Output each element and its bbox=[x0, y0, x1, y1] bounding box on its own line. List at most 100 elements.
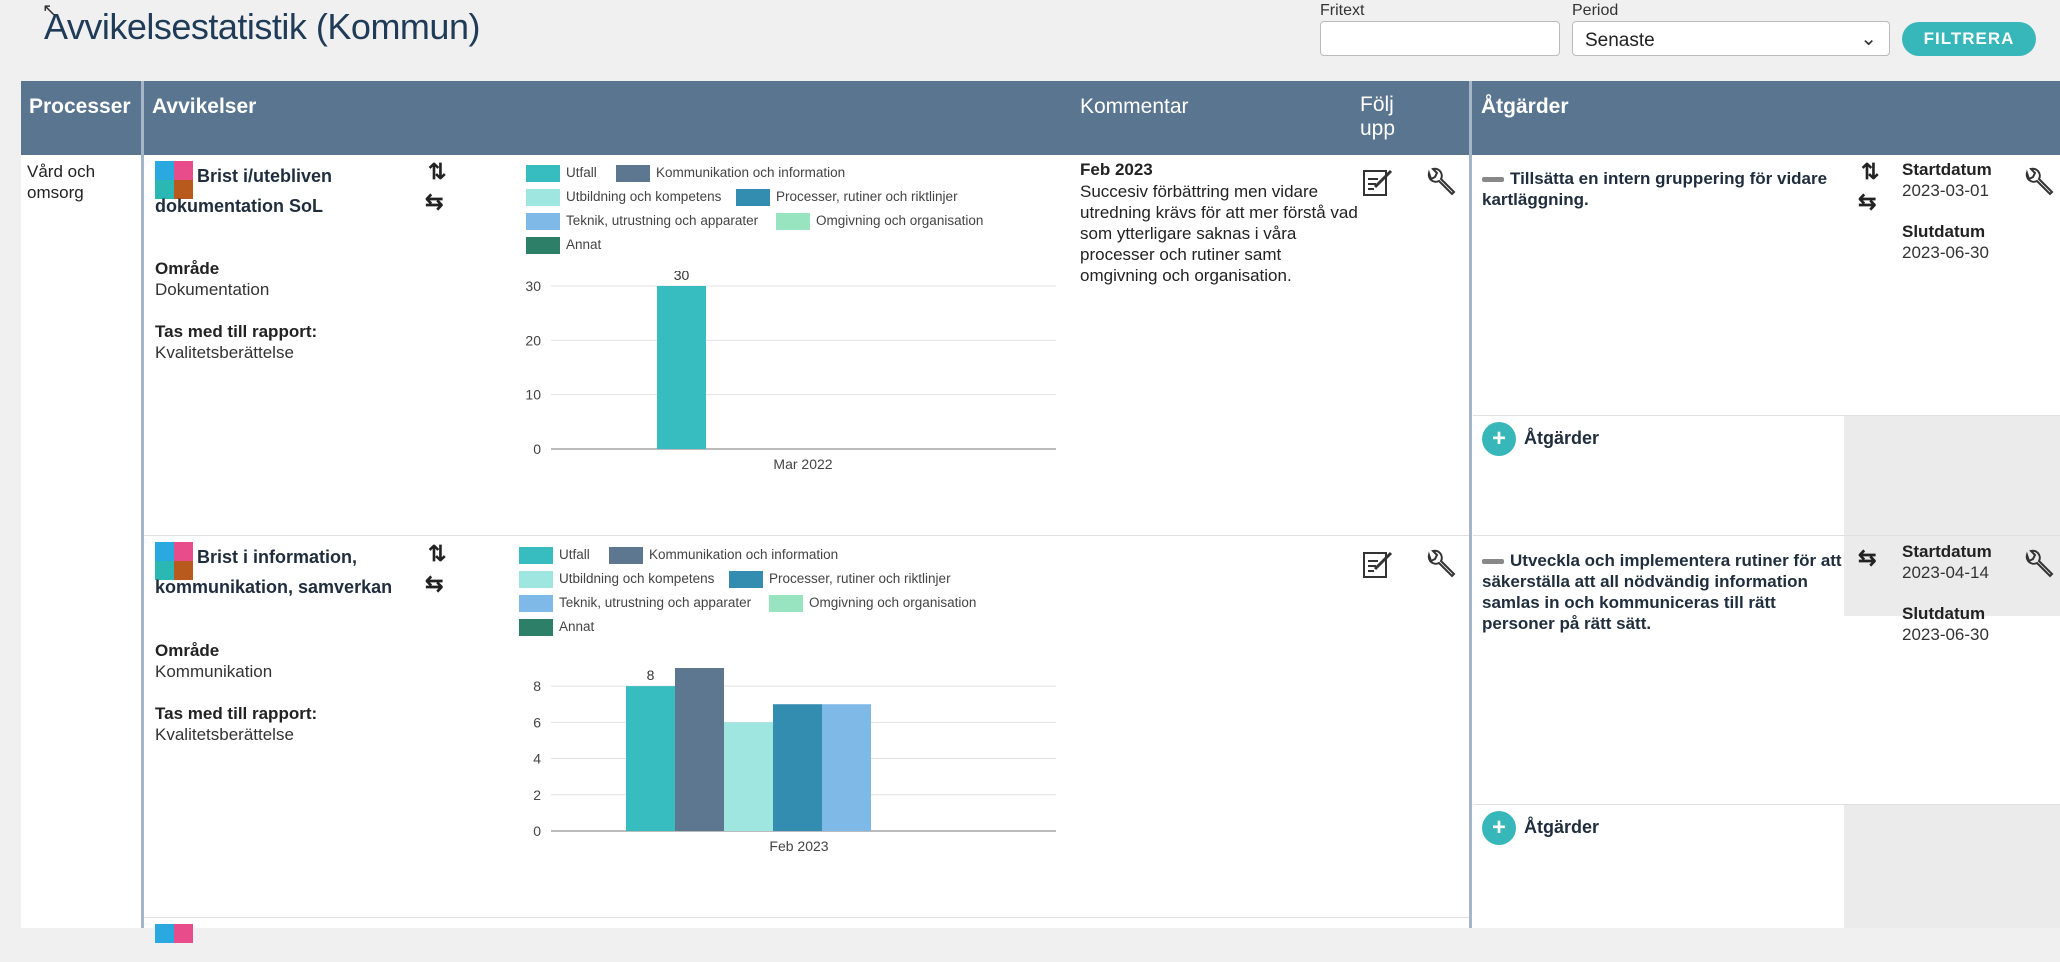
add-atgard-button[interactable]: + Åtgärder bbox=[1482, 422, 1599, 456]
y-tick-label: 8 bbox=[533, 678, 541, 694]
start-date-value: 2023-03-01 bbox=[1902, 181, 1989, 200]
bar bbox=[822, 704, 871, 831]
data-label: 8 bbox=[647, 667, 655, 683]
swap-horizontal-icon[interactable]: ⇆ bbox=[425, 571, 444, 596]
empty-cell bbox=[1844, 416, 2060, 616]
y-tick-label: 20 bbox=[525, 332, 541, 348]
row-divider bbox=[1473, 535, 2060, 536]
minus-icon bbox=[1482, 177, 1504, 183]
bar bbox=[724, 722, 773, 831]
empty-cell bbox=[1844, 805, 2060, 928]
legend-swatch bbox=[736, 189, 770, 206]
legend-swatch bbox=[769, 595, 803, 612]
deviation-table: Processer Avvikelser Kommentar Följ upp … bbox=[21, 81, 2060, 943]
comment-date: Feb 2023 bbox=[1080, 160, 1153, 179]
swap-horizontal-icon[interactable]: ⇆ bbox=[1858, 545, 1877, 570]
fritext-input[interactable] bbox=[1320, 21, 1560, 56]
legend-item[interactable]: Processer, rutiner och riktlinjer bbox=[736, 189, 958, 206]
sort-up-down-icon[interactable]: ⇅ bbox=[1861, 159, 1880, 184]
end-date-label: Slutdatum bbox=[1902, 604, 1986, 623]
legend-label: Utfall bbox=[566, 165, 597, 181]
chart-legend: Utfall Kommunikation och information Utbil… bbox=[519, 547, 1039, 647]
report-value: Kvalitetsberättelse bbox=[155, 343, 294, 362]
end-date-label: Slutdatum bbox=[1902, 222, 1986, 241]
add-atgard-button[interactable]: + Åtgärder bbox=[1482, 811, 1599, 845]
legend-swatch bbox=[616, 165, 650, 182]
legend-item[interactable]: Processer, rutiner och riktlinjer bbox=[729, 571, 951, 588]
deviation-title[interactable]: Brist i/utebliven dokumentation SoL bbox=[155, 166, 333, 216]
start-date-value: 2023-04-14 bbox=[1902, 563, 1989, 582]
legend-item[interactable]: Annat bbox=[519, 619, 594, 636]
legend-label: Teknik, utrustning och apparater bbox=[559, 595, 752, 611]
header-kommentar: Kommentar bbox=[1072, 81, 1352, 155]
report-label: Tas med till rapport: bbox=[155, 322, 318, 341]
legend-label: Utbildning och kompetens bbox=[559, 571, 715, 587]
atgard-title[interactable]: Tillsätta en intern gruppering för vidar… bbox=[1482, 168, 1850, 210]
header-avvikelser: Avvikelser bbox=[144, 81, 1094, 155]
y-tick-label: 30 bbox=[525, 278, 541, 294]
legend-swatch bbox=[519, 619, 553, 636]
area-label: Område bbox=[155, 259, 220, 278]
legend-item[interactable]: Utbildning och kompetens bbox=[519, 571, 714, 588]
legend-swatch bbox=[519, 571, 553, 588]
plus-icon: + bbox=[1482, 422, 1516, 456]
legend-label: Kommunikation och information bbox=[649, 547, 839, 563]
y-tick-label: 6 bbox=[533, 714, 541, 730]
legend-item[interactable]: Kommunikation och information bbox=[616, 165, 845, 182]
edit-note-icon[interactable] bbox=[1361, 165, 1395, 199]
legend-item[interactable]: Annat bbox=[526, 237, 601, 254]
bar bbox=[675, 668, 724, 831]
app-logo-icon bbox=[155, 542, 193, 580]
wrench-icon[interactable] bbox=[2021, 165, 2055, 199]
bar-chart: 0 10 20 30 30 Mar 2022 bbox=[525, 271, 1056, 472]
end-date-value: 2023-06-30 bbox=[1902, 243, 1989, 262]
legend-item[interactable]: Kommunikation och information bbox=[609, 547, 838, 564]
wrench-icon[interactable] bbox=[1423, 165, 1457, 199]
app-logo-icon bbox=[155, 161, 193, 199]
add-atgard-label: Åtgärder bbox=[1524, 816, 1600, 837]
header-folj-upp: Följ upp bbox=[1352, 81, 1492, 155]
legend-item[interactable]: Teknik, utrustning och apparater bbox=[526, 213, 758, 230]
legend-label: Processer, rutiner och riktlinjer bbox=[769, 571, 951, 587]
legend-swatch bbox=[526, 213, 560, 230]
column-divider bbox=[141, 81, 144, 928]
sort-up-down-icon[interactable]: ⇅ bbox=[428, 541, 447, 566]
swap-horizontal-icon[interactable]: ⇆ bbox=[1858, 189, 1877, 214]
atgard-text: Utveckla och implementera rutiner för at… bbox=[1482, 551, 1842, 633]
row-divider bbox=[1473, 415, 2060, 416]
end-date-value: 2023-06-30 bbox=[1902, 625, 1989, 644]
wrench-icon[interactable] bbox=[1423, 547, 1457, 581]
legend-item[interactable]: Utfall bbox=[526, 165, 597, 182]
legend-swatch bbox=[526, 237, 560, 254]
sort-up-down-icon[interactable]: ⇅ bbox=[428, 159, 447, 184]
period-select[interactable]: Senaste ⌄ bbox=[1572, 21, 1890, 56]
wrench-icon[interactable] bbox=[2021, 547, 2055, 581]
legend-swatch bbox=[526, 189, 560, 206]
atgard-title[interactable]: Utveckla och implementera rutiner för at… bbox=[1482, 550, 1850, 634]
y-tick-label: 0 bbox=[533, 823, 541, 839]
legend-label: Kommunikation och information bbox=[656, 165, 846, 181]
legend-item[interactable]: Omgivning och organisation bbox=[776, 213, 983, 230]
mouse-cursor-icon: ↖ bbox=[42, 0, 58, 20]
legend-label: Omgivning och organisation bbox=[816, 213, 984, 229]
legend-item[interactable]: Utfall bbox=[519, 547, 590, 564]
area-label: Område bbox=[155, 641, 220, 660]
legend-item[interactable]: Omgivning och organisation bbox=[769, 595, 976, 612]
legend-item[interactable]: Teknik, utrustning och apparater bbox=[519, 595, 751, 612]
fritext-label: Fritext bbox=[1320, 2, 1365, 19]
swap-horizontal-icon[interactable]: ⇆ bbox=[425, 189, 444, 214]
legend-item[interactable]: Utbildning och kompetens bbox=[526, 189, 721, 206]
legend-swatch bbox=[776, 213, 810, 230]
app-logo-icon bbox=[155, 924, 193, 962]
legend-label: Teknik, utrustning och apparater bbox=[566, 213, 759, 229]
y-tick-label: 0 bbox=[533, 441, 541, 457]
deviation-title[interactable]: Brist i information, kommunikation, samv… bbox=[155, 547, 393, 597]
minus-icon bbox=[1482, 559, 1504, 565]
column-divider bbox=[1469, 81, 1472, 928]
header-atgarder: Åtgärder bbox=[1473, 81, 2060, 155]
legend-label: Annat bbox=[559, 619, 595, 635]
edit-note-icon[interactable] bbox=[1361, 547, 1395, 581]
legend-label: Omgivning och organisation bbox=[809, 595, 977, 611]
filter-button[interactable]: FILTRERA bbox=[1902, 22, 2036, 56]
legend-label: Annat bbox=[566, 237, 602, 253]
